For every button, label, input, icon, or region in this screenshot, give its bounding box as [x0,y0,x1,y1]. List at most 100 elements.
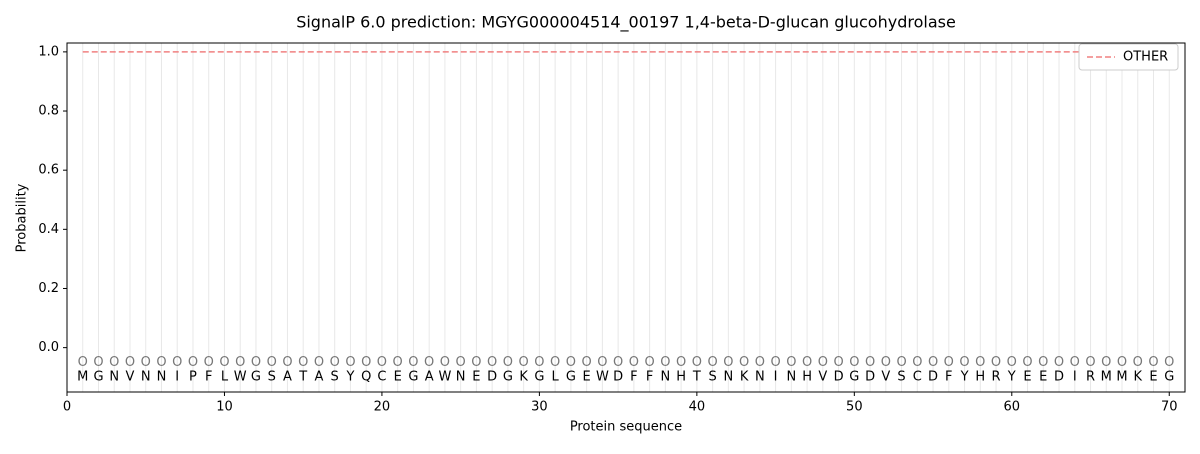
predicted-label: O [78,355,88,370]
predicted-label: O [755,355,765,370]
residue-label: R [1086,370,1095,385]
predicted-label: O [849,355,859,370]
legend-label: OTHER [1123,50,1168,65]
predicted-label: O [503,355,513,370]
predicted-label: O [613,355,623,370]
x-tick-label: 60 [1004,400,1021,415]
residue-label: V [881,370,890,385]
predicted-label: O [676,355,686,370]
predicted-label: O [251,355,261,370]
x-tick-label: 20 [374,400,391,415]
predicted-label: O [896,355,906,370]
predicted-label: O [219,355,229,370]
residue-label: S [708,370,716,385]
residue-label: N [786,370,796,385]
residue-label: V [818,370,827,385]
predicted-label: O [361,355,371,370]
predicted-label: O [440,355,450,370]
x-tick-label: 40 [689,400,706,415]
predicted-label: O [660,355,670,370]
predicted-label: O [267,355,277,370]
residue-label: M [1101,370,1112,385]
x-tick-label: 70 [1161,400,1178,415]
residue-label: Q [361,370,371,385]
chart-title: SignalP 6.0 prediction: MGYG000004514_00… [296,13,956,33]
residue-label: N [456,370,466,385]
predicted-label: O [1133,355,1143,370]
residue-label: K [740,370,749,385]
predicted-label: O [975,355,985,370]
residue-label: G [503,370,513,385]
predicted-label: O [770,355,780,370]
residue-label: S [331,370,339,385]
predicted-label: O [833,355,843,370]
residue-label: M [77,370,88,385]
predicted-label: O [550,355,560,370]
predicted-label: O [944,355,954,370]
predicted-label: O [519,355,529,370]
y-tick-label: 0.2 [38,281,59,296]
residue-label: T [692,370,701,385]
residue-label: A [314,370,323,385]
residue-label: E [472,370,480,385]
predicted-label: O [188,355,198,370]
legend-box [1078,43,1179,71]
predicted-label: O [1038,355,1048,370]
predicted-label: O [865,355,875,370]
predicted-label: O [204,355,214,370]
residue-label: F [945,370,952,385]
residue-label: N [109,370,119,385]
residue-label: G [534,370,544,385]
predicted-label: O [93,355,103,370]
predicted-label: O [1101,355,1111,370]
y-axis-label: Probability [15,183,30,252]
predicted-label: O [1117,355,1127,370]
residue-label: L [552,370,560,385]
predicted-label: O [1054,355,1064,370]
residue-label: C [913,370,922,385]
predicted-label: O [1164,355,1174,370]
predicted-label: O [408,355,418,370]
residue-label: N [660,370,670,385]
predicted-label: O [456,355,466,370]
residue-label: K [519,370,528,385]
residue-label: I [175,370,179,385]
residue-label: V [126,370,135,385]
predicted-label: O [786,355,796,370]
predicted-label: O [1007,355,1017,370]
residue-label: E [1039,370,1047,385]
predicted-label: O [534,355,544,370]
residue-label: G [566,370,576,385]
x-tick-label: 10 [216,400,233,415]
predicted-label: O [330,355,340,370]
residue-label: L [221,370,229,385]
predicted-label: O [471,355,481,370]
predicted-label: O [582,355,592,370]
residue-label: I [774,370,778,385]
predicted-label: O [629,355,639,370]
y-tick-label: 0.8 [38,104,59,119]
residue-label: P [189,370,197,385]
predicted-label: O [393,355,403,370]
residue-label: G [93,370,103,385]
residue-label: M [1116,370,1127,385]
predicted-label: O [141,355,151,370]
residue-label: W [596,370,609,385]
predicted-label: O [802,355,812,370]
residue-label: A [283,370,292,385]
predicted-label: O [912,355,922,370]
residue-label: Y [960,370,969,385]
residue-label: N [755,370,765,385]
predicted-label: O [597,355,607,370]
predicted-label: O [692,355,702,370]
residue-label: F [630,370,637,385]
predicted-label: O [282,355,292,370]
residue-label: S [897,370,905,385]
y-tick-label: 0.0 [38,340,59,355]
residue-label: G [251,370,261,385]
residue-label: D [865,370,875,385]
predicted-label: O [1070,355,1080,370]
predicted-label: O [125,355,135,370]
x-tick-label: 50 [846,400,863,415]
